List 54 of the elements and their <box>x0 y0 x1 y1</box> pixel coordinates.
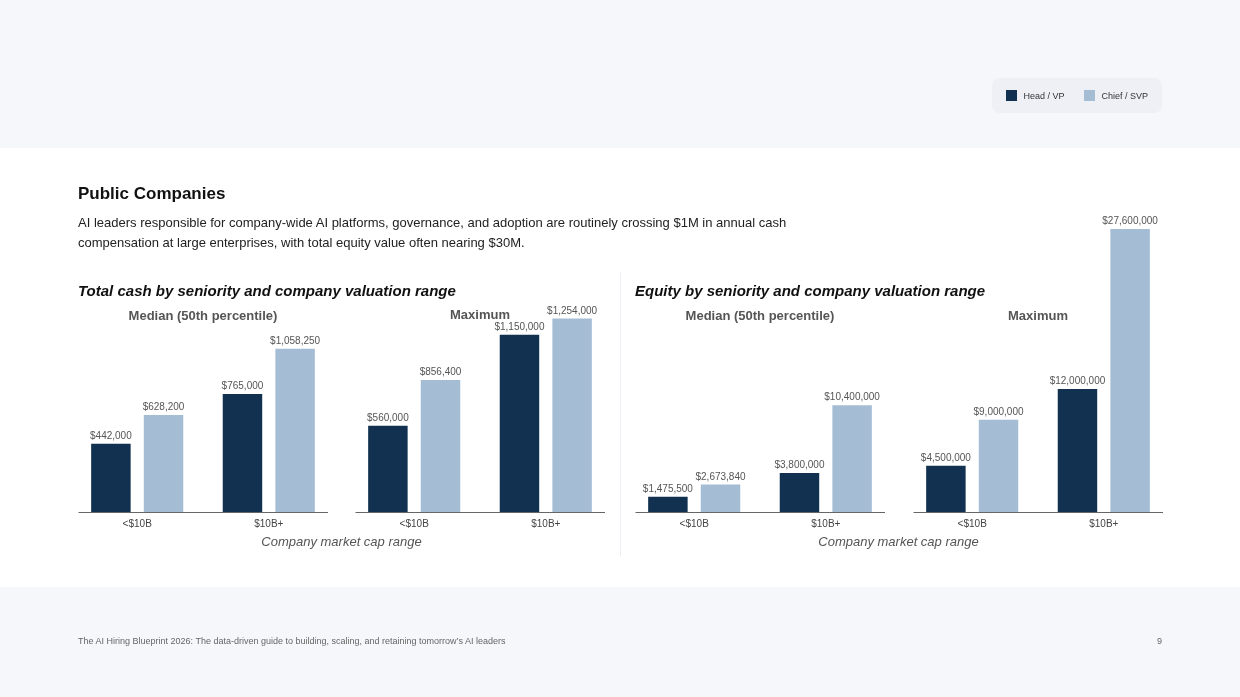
legend-label: Chief / SVP <box>1101 90 1148 101</box>
x-tick-label: $10B+ <box>531 517 561 529</box>
text: 9 <box>1156 636 1162 646</box>
x-axis-title: Company market cap range <box>817 534 980 549</box>
bar <box>420 379 461 512</box>
data-label: $3,800,000 <box>774 459 825 471</box>
text: The AI Hiring Blueprint 2026: The data-driven guide to building, scaling, and retaining tomorrow’s AI leaders <box>78 636 506 646</box>
annotation: Equity by seniority and company valuation range <box>635 282 986 299</box>
bar <box>275 348 315 512</box>
data-label: $1,475,500 <box>642 482 694 494</box>
data-label: $442,000 <box>90 429 133 441</box>
data-label: $27,600,000 <box>1102 214 1159 226</box>
bar <box>700 484 741 512</box>
data-label: $1,254,000 <box>547 304 598 316</box>
x-tick-label: $10B+ <box>1089 517 1119 529</box>
x-tick-label: $10B+ <box>811 517 841 529</box>
bar <box>648 496 688 512</box>
x-tick-label: <$10B <box>679 517 710 529</box>
bar <box>368 425 408 512</box>
bar <box>1057 388 1098 512</box>
data-label: $4,500,000 <box>920 451 972 463</box>
x-tick-label: <$10B <box>399 517 430 529</box>
bar <box>832 405 872 512</box>
x-tick-label: <$10B <box>122 517 153 529</box>
text: Total cash by seniority and company valuation range <box>78 282 456 299</box>
bar <box>143 415 184 512</box>
data-label: $1,150,000 <box>494 320 545 332</box>
bar <box>552 318 592 512</box>
bar <box>978 419 1019 512</box>
legend-label: Head / VP <box>1023 90 1065 101</box>
text: AI leaders responsible for company-wide AI platforms, governance, and adoption are routinely crossing $1M in annual cash compensation at large enterprises, with total equity value often nearing $30M. <box>78 214 788 252</box>
data-label: $856,400 <box>419 365 462 377</box>
chart-title: Median (50th percentile) <box>128 308 278 323</box>
bar <box>499 334 540 512</box>
chart-title: Median (50th percentile) <box>685 308 835 323</box>
data-label: $2,673,840 <box>695 470 746 482</box>
text: Public Companies <box>78 184 226 204</box>
data-label: $1,058,250 <box>270 334 321 346</box>
x-axis-title: Company market cap range <box>260 534 423 549</box>
chart-title: Maximum <box>450 306 510 322</box>
text: Maximum <box>1008 308 1068 323</box>
bar <box>779 473 820 512</box>
x-tick-label: <$10B <box>957 517 988 529</box>
data-label: $12,000,000 <box>1049 374 1106 386</box>
bar <box>1110 228 1150 512</box>
data-label: $765,000 <box>221 380 264 392</box>
bar <box>222 394 263 512</box>
data-label: $560,000 <box>367 411 410 423</box>
data-label: $628,200 <box>142 401 185 413</box>
bar <box>926 465 966 512</box>
data-label: $10,400,000 <box>824 391 881 403</box>
bar <box>91 443 131 512</box>
data-label: $9,000,000 <box>973 405 1024 417</box>
x-tick-label: $10B+ <box>254 517 284 529</box>
